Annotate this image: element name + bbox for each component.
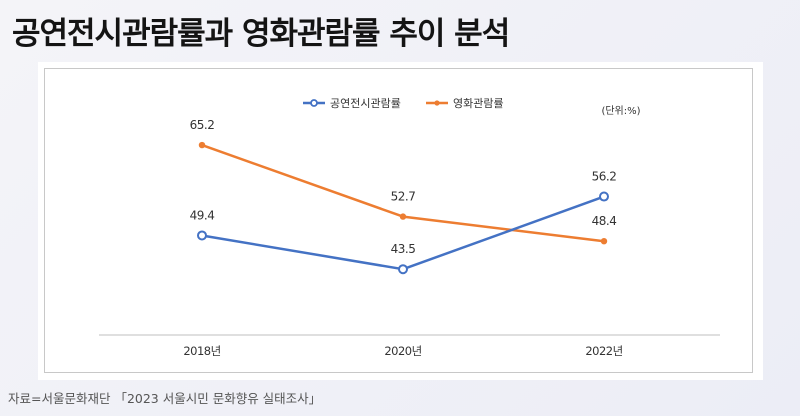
data-label: 48.4	[592, 214, 617, 228]
x-tick-label: 2018년	[183, 344, 220, 358]
line-chart: 공연전시관람률 영화관람률 (단위:%) 49.4 43.5 56.2 65.2 52.7…	[99, 97, 720, 358]
legend: 공연전시관람률 영화관람률	[303, 97, 504, 110]
legend-swatch-marker	[310, 99, 318, 107]
data-point	[398, 264, 408, 275]
series-layer: 49.4 43.5 56.2 65.2 52.7 48.4	[190, 118, 617, 275]
data-label: 43.5	[391, 242, 416, 256]
legend-label: 영화관람률	[453, 97, 504, 110]
data-point	[600, 237, 608, 245]
data-label: 56.2	[592, 170, 617, 184]
data-point	[399, 213, 407, 220]
legend-label: 공연전시관람률	[330, 97, 401, 110]
data-label: 65.2	[190, 118, 215, 132]
x-tick-labels: 2018년 2020년 2022년	[183, 344, 623, 358]
data-label: 52.7	[391, 190, 416, 204]
data-point	[197, 230, 207, 241]
data-label: 49.4	[190, 208, 215, 222]
x-tick-label: 2022년	[585, 344, 622, 358]
source-note: 자료=서울문화재단 「2023 서울시민 문화향유 실태조사」	[8, 391, 322, 406]
chart-frame: 공연전시관람률 영화관람률 (단위:%) 49.4 43.5 56.2 65.2 52.7…	[44, 68, 753, 373]
data-point	[599, 191, 609, 202]
data-point	[198, 141, 206, 149]
unit-label: (단위:%)	[601, 104, 640, 117]
chart-panel: 공연전시관람률 영화관람률 (단위:%) 49.4 43.5 56.2 65.2 52.7…	[38, 62, 763, 380]
legend-swatch-marker	[434, 100, 440, 106]
x-tick-label: 2020년	[384, 344, 421, 358]
page-title: 공연전시관람률과 영화관람률 추이 분석	[12, 16, 510, 52]
